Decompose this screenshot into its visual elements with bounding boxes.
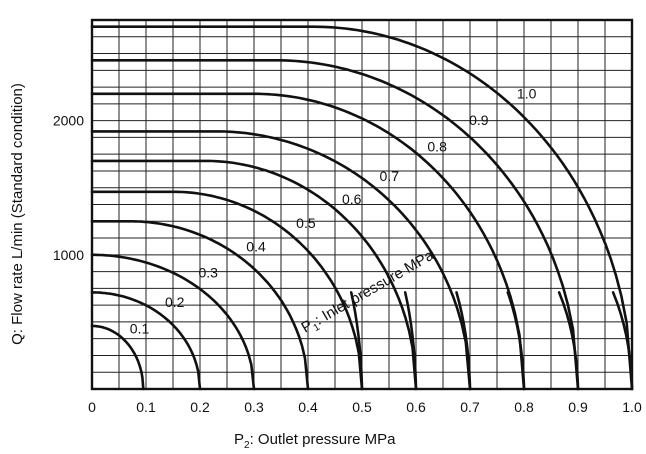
x-tick-label: 0.2	[190, 399, 210, 415]
x-tick-label: 0.4	[298, 399, 318, 415]
curve-branch-0.7	[455, 291, 472, 391]
axis-ticks: 0 0.1 0.2 0.3 0.4 0.5 0.6 0.7 0.8 0.9 1.0 1000 2000	[53, 113, 642, 415]
curve-0.2	[90, 291, 202, 391]
x-tick-label: 0.7	[460, 399, 480, 415]
curve-0.9	[90, 59, 580, 391]
x-tick-label: 0.9	[568, 399, 588, 415]
y-tick-label: 1000	[53, 247, 84, 263]
curve-0.8	[90, 92, 526, 391]
inlet-pressure-annotation: P1: Inlet pressure MPa	[299, 247, 439, 340]
curve-label-0.6: 0.6	[342, 191, 362, 207]
x-tick-label: 0.1	[136, 399, 156, 415]
x-tick-label: 0.3	[244, 399, 264, 415]
y-tick-label: 2000	[53, 113, 84, 129]
curve-0.3	[90, 253, 256, 391]
curve-label-0.3: 0.3	[198, 265, 218, 281]
curve-branch-1.0	[611, 291, 634, 391]
curve-label-1.0: 1.0	[517, 86, 537, 102]
curve-branch-0.5	[349, 291, 364, 391]
flow-curves: 0.1 0.2 0.3 0.4 0.5 0.6 0.7 0.8 0.9 1.0	[90, 25, 634, 391]
curve-label-0.8: 0.8	[427, 138, 447, 154]
curve-label-0.1: 0.1	[130, 321, 150, 337]
x-tick-label: 0	[88, 399, 96, 415]
curve-0.1	[90, 324, 145, 391]
curve-0.5	[90, 190, 364, 391]
curve-label-0.4: 0.4	[246, 238, 266, 254]
curve-label-0.2: 0.2	[165, 294, 185, 310]
curve-1.0	[90, 25, 634, 391]
x-tick-label: 1.0	[622, 399, 642, 415]
x-tick-label: 0.5	[352, 399, 372, 415]
curve-branch-0.9	[557, 291, 580, 391]
x-tick-label: 0.8	[514, 399, 534, 415]
curve-branch-0.8	[506, 291, 526, 391]
grid	[92, 20, 632, 389]
curve-0.4	[90, 220, 310, 391]
curve-branch-0.6	[403, 291, 418, 391]
curve-0.7	[90, 130, 472, 391]
x-axis-label: P2: Outlet pressure MPa	[234, 431, 396, 451]
curve-label-0.7: 0.7	[380, 168, 400, 184]
curve-label-0.5: 0.5	[296, 215, 316, 231]
x-tick-label: 0.6	[406, 399, 426, 415]
curve-label-0.9: 0.9	[469, 112, 489, 128]
curve-0.6	[90, 159, 418, 391]
y-axis-label: Q: Flow rate L/min (Standard condition)	[9, 83, 26, 345]
